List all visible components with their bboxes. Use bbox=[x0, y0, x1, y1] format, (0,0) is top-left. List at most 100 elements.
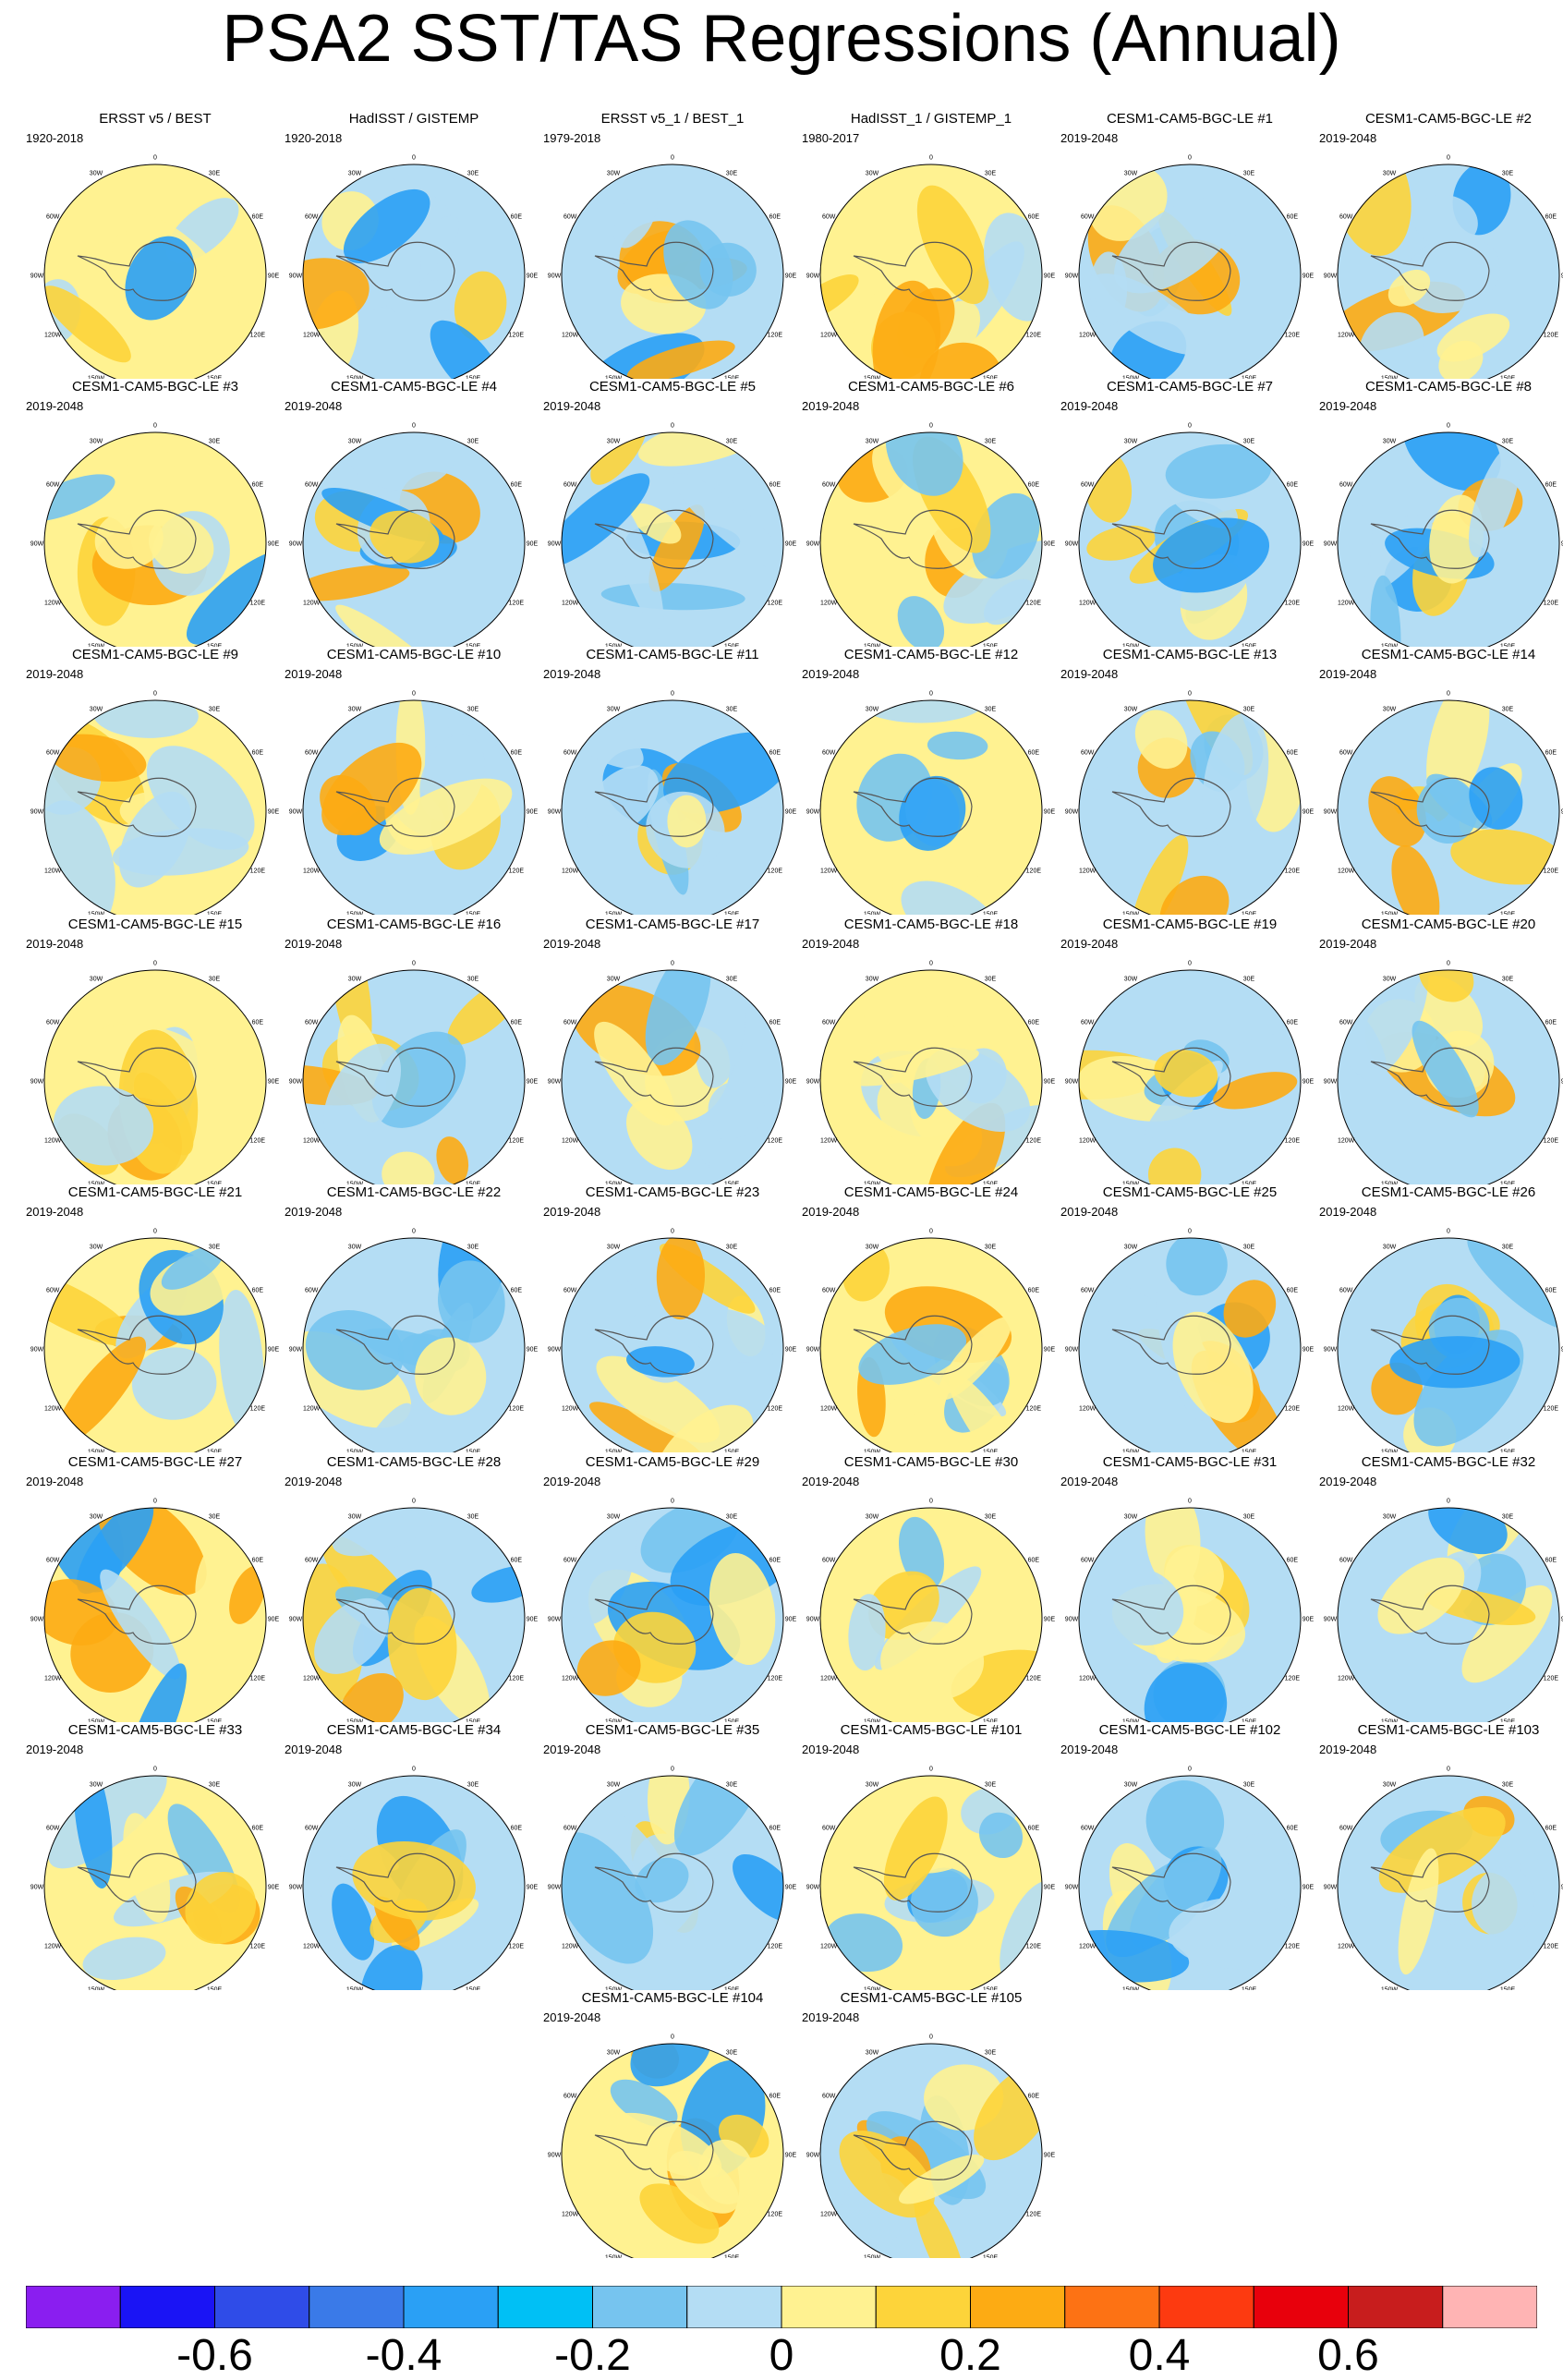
longitude-label: 120W bbox=[303, 1406, 321, 1413]
panel-grid: ERSST v5 / BEST 1920-2018 0 30E 60E 90E 120E 15… bbox=[26, 0, 1563, 2258]
colorbar-swatch bbox=[1348, 2286, 1444, 2328]
polar-stereographic-map: 030E60E90E120E150E180150W120W90W60W30W bbox=[548, 1499, 797, 1722]
longitude-label: 120E bbox=[1026, 1406, 1042, 1413]
longitude-label: 30E bbox=[1243, 1245, 1255, 1251]
longitude-label: 60E bbox=[1545, 214, 1557, 221]
longitude-label: 30E bbox=[985, 977, 997, 983]
longitude-label: 0 bbox=[671, 2034, 674, 2041]
longitude-label: 150E bbox=[466, 1718, 481, 1722]
longitude-label: 120W bbox=[303, 868, 321, 875]
longitude-label: 30W bbox=[1124, 1782, 1138, 1789]
longitude-label: 0 bbox=[1447, 1767, 1450, 1773]
longitude-label: 60E bbox=[511, 1288, 523, 1294]
polar-stereographic-map: 030E60E90E120E150E180150W120W90W60W30W bbox=[806, 2034, 1056, 2258]
map-panel: ERSST v5 / BEST 1920-2018 0 30E 60E 90E 120E 15… bbox=[26, 0, 285, 379]
longitude-label: 30W bbox=[348, 171, 362, 177]
longitude-label: 90E bbox=[785, 273, 797, 280]
colorbar-tick-label: 0.6 bbox=[1317, 2331, 1379, 2380]
longitude-label: 120E bbox=[250, 868, 266, 875]
panel-title: CESM1-CAM5-BGC-LE #28 bbox=[326, 1454, 502, 1470]
longitude-label: 150E bbox=[983, 1449, 999, 1452]
panel-period: 1920-2018 bbox=[285, 131, 343, 145]
longitude-label: 90E bbox=[1044, 273, 1056, 280]
map-panel: CESM1-CAM5-BGC-LE #6 2019-2048 0 30E 60E 90E 1… bbox=[802, 259, 1060, 647]
panel-period: 2019-2048 bbox=[1060, 937, 1119, 951]
longitude-label: 150W bbox=[1381, 1181, 1399, 1184]
longitude-label: 90W bbox=[1065, 1079, 1079, 1086]
longitude-label: 120W bbox=[303, 1944, 321, 1950]
longitude-label: 120W bbox=[820, 868, 838, 875]
longitude-label: 120W bbox=[1338, 1944, 1355, 1950]
map-panel: CESM1-CAM5-BGC-LE #9 2019-2048 0 30E 60E 90E 1… bbox=[26, 527, 285, 915]
longitude-label: 60E bbox=[769, 482, 782, 489]
map-panel: CESM1-CAM5-BGC-LE #10 2019-2048 0 30E 60E 90E… bbox=[285, 527, 543, 915]
longitude-label: 120W bbox=[562, 1138, 579, 1145]
longitude-label: 90E bbox=[527, 1347, 539, 1354]
longitude-label: 60W bbox=[563, 1826, 577, 1832]
map-panel: CESM1-CAM5-BGC-LE #29 2019-2048 0 30E 60E 90E… bbox=[543, 1334, 802, 1722]
longitude-label: 60W bbox=[563, 1288, 577, 1294]
longitude-label: 30W bbox=[348, 1782, 362, 1789]
longitude-label: 30W bbox=[607, 707, 621, 713]
longitude-label: 150W bbox=[864, 1718, 881, 1722]
longitude-label: 60E bbox=[1287, 482, 1299, 489]
longitude-label: 60W bbox=[822, 214, 836, 221]
colorbar bbox=[26, 2286, 1537, 2328]
longitude-label: 60E bbox=[1545, 1288, 1557, 1294]
longitude-label: 0 bbox=[1188, 423, 1192, 430]
colorbar-tick-label: -0.4 bbox=[365, 2331, 442, 2380]
polar-stereographic-map: 030E60E90E120E150E180150W120W90W60W30W bbox=[548, 2034, 797, 2258]
longitude-label: 120W bbox=[1079, 1676, 1097, 1682]
longitude-label: 30W bbox=[1124, 1245, 1138, 1251]
longitude-label: 120W bbox=[820, 1944, 838, 1950]
longitude-label: 30E bbox=[1243, 171, 1255, 177]
longitude-label: 30W bbox=[866, 1514, 879, 1521]
longitude-label: 90E bbox=[1561, 541, 1563, 548]
longitude-label: 30E bbox=[1243, 439, 1255, 445]
longitude-label: 150W bbox=[605, 911, 623, 915]
longitude-label: 60E bbox=[252, 1020, 264, 1026]
panel-period: 2019-2048 bbox=[1060, 1742, 1119, 1756]
longitude-label: 120E bbox=[768, 333, 783, 339]
longitude-label: 90W bbox=[1065, 1617, 1079, 1623]
longitude-label: 150W bbox=[1381, 1986, 1399, 1990]
longitude-label: 0 bbox=[1447, 961, 1450, 967]
map-panel: CESM1-CAM5-BGC-LE #4 2019-2048 0 30E 60E 90E 1… bbox=[285, 259, 543, 647]
panel-title: CESM1-CAM5-BGC-LE #16 bbox=[326, 917, 502, 932]
panel-period: 2019-2048 bbox=[285, 937, 343, 951]
longitude-label: 90E bbox=[1302, 1347, 1315, 1354]
longitude-label: 150W bbox=[88, 1449, 105, 1452]
longitude-label: 30E bbox=[467, 977, 479, 983]
longitude-label: 150W bbox=[1122, 643, 1140, 647]
colorbar-tick-label: -0.6 bbox=[176, 2331, 253, 2380]
panel-title: CESM1-CAM5-BGC-LE #7 bbox=[1106, 379, 1274, 395]
map-panel: CESM1-CAM5-BGC-LE #3 2019-2048 0 30E 60E 90E 1… bbox=[26, 259, 285, 647]
longitude-label: 60W bbox=[563, 750, 577, 757]
map-panel: CESM1-CAM5-BGC-LE #23 2019-2048 0 30E 60E 90E… bbox=[543, 1064, 802, 1452]
longitude-label: 90E bbox=[527, 809, 539, 816]
longitude-label: 120E bbox=[509, 1944, 525, 1950]
longitude-label: 120E bbox=[1544, 868, 1559, 875]
longitude-label: 60W bbox=[563, 1558, 577, 1564]
longitude-label: 90E bbox=[527, 1885, 539, 1891]
longitude-label: 60E bbox=[252, 1288, 264, 1294]
longitude-label: 150E bbox=[1500, 1449, 1516, 1452]
longitude-label: 90W bbox=[1065, 273, 1079, 280]
longitude-label: 30W bbox=[90, 1245, 103, 1251]
polar-stereographic-map: 030E60E90E120E150E180150W120W90W60W30W bbox=[1324, 961, 1563, 1184]
longitude-label: 60W bbox=[822, 1020, 836, 1026]
panel-period: 2019-2048 bbox=[1060, 1205, 1119, 1219]
longitude-label: 120E bbox=[250, 1406, 266, 1413]
longitude-label: 120W bbox=[562, 2212, 579, 2218]
page-title: PSA2 SST/TAS Regressions (Annual) bbox=[222, 2, 1341, 76]
longitude-label: 90E bbox=[268, 541, 280, 548]
longitude-label: 30E bbox=[726, 1514, 738, 1521]
longitude-label: 30W bbox=[607, 1245, 621, 1251]
longitude-label: 30E bbox=[1243, 707, 1255, 713]
map-panel: CESM1-CAM5-BGC-LE #18 2019-2048 0 30E 60E 90E… bbox=[802, 796, 1060, 1184]
panel-period: 2019-2048 bbox=[26, 1475, 84, 1488]
longitude-label: 0 bbox=[412, 155, 416, 162]
longitude-label: 60E bbox=[1287, 1288, 1299, 1294]
longitude-label: 120E bbox=[1544, 1944, 1559, 1950]
longitude-label: 60W bbox=[305, 1020, 319, 1026]
